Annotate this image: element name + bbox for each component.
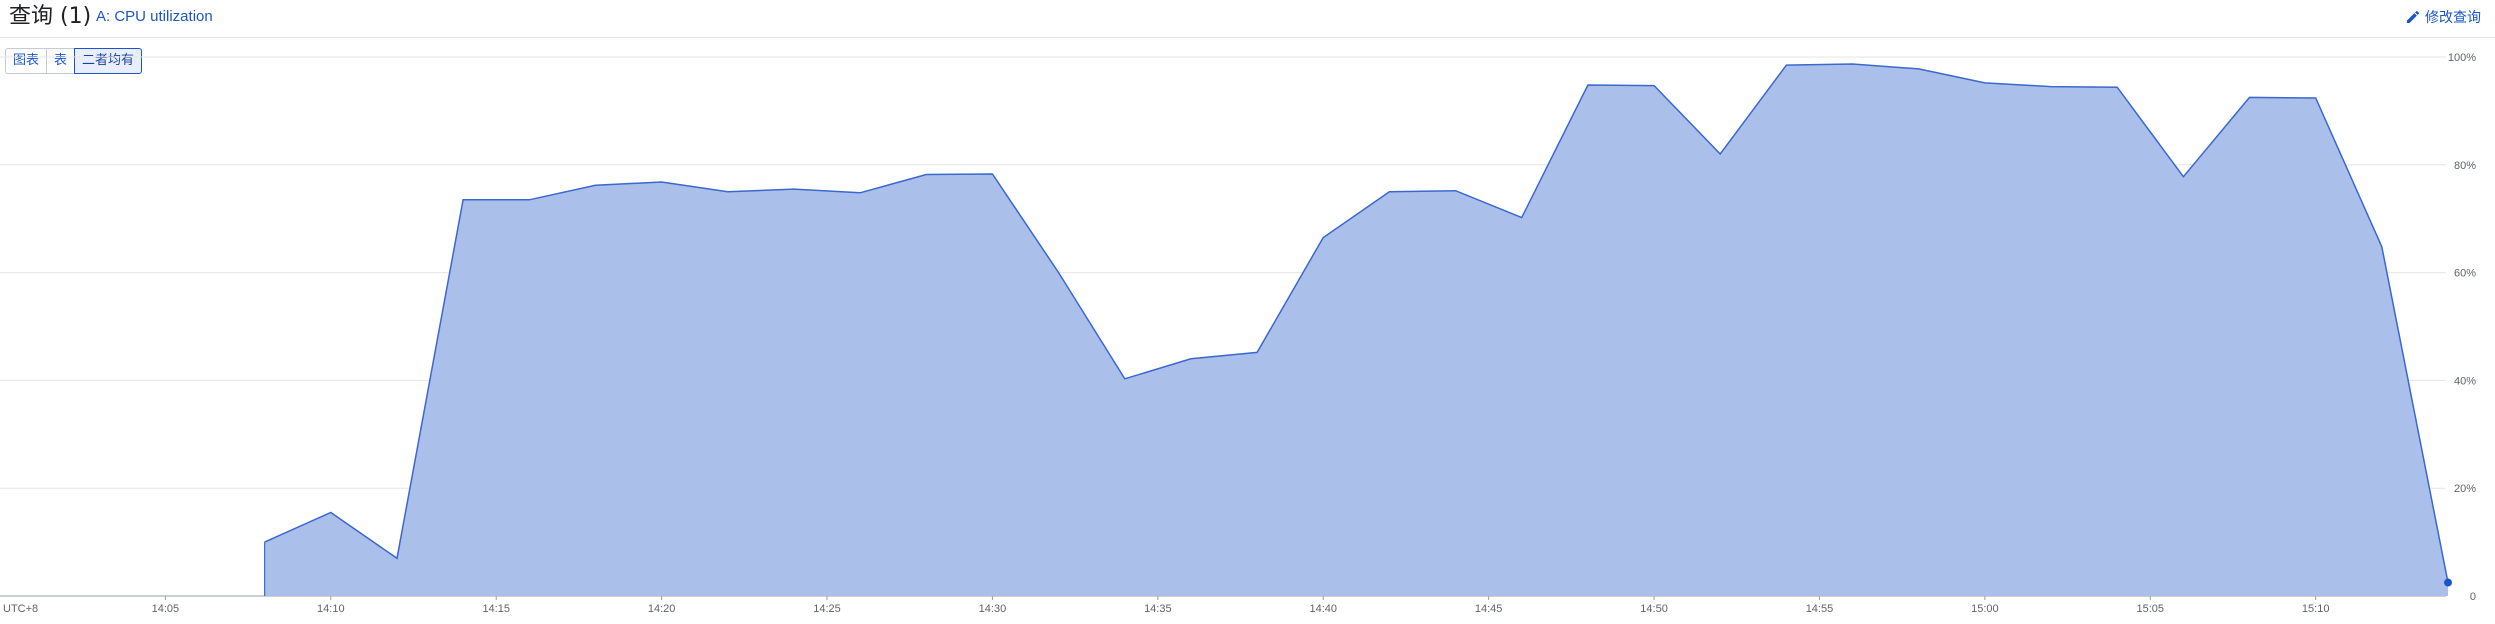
data-point (461, 198, 465, 202)
y-tick-label: 60% (2454, 268, 2476, 280)
data-point (2248, 95, 2252, 99)
data-point (1255, 350, 1259, 354)
data-point (1189, 357, 1193, 361)
query-header: 查询 (1) A: CPU utilization 修改查询 (0, 0, 2495, 38)
x-tick-label: 14:55 (1806, 603, 1834, 615)
edit-query-label: 修改查询 (2425, 10, 2481, 26)
header-divider (0, 37, 2495, 38)
x-tick-label: 14:40 (1309, 603, 1337, 615)
x-tick-label: 14:15 (482, 603, 510, 615)
data-point (395, 556, 399, 560)
data-point (1718, 152, 1722, 156)
x-tick-label: 14:05 (152, 603, 180, 615)
data-point (1917, 67, 1921, 71)
cpu-utilization-line (264, 63, 2449, 583)
data-point (1851, 62, 1855, 66)
data-point (660, 180, 664, 184)
data-point (2181, 175, 2185, 179)
data-point (1520, 216, 1524, 220)
x-tick-label: 14:25 (813, 603, 841, 615)
view-table-button[interactable]: 表 (46, 48, 75, 74)
y-tick-label: 40% (2454, 375, 2476, 387)
data-point (1057, 271, 1061, 275)
data-point (2380, 245, 2384, 249)
data-point (1454, 189, 1458, 193)
x-tick-label: 14:45 (1475, 603, 1503, 615)
x-tick-label: 14:10 (317, 603, 345, 615)
chart-axes: 0 20% 40% 60% 80% 100% 14:05 14:10 14:15 14:20 14:… (3, 52, 2476, 615)
data-point (1652, 84, 1656, 88)
data-point (2115, 85, 2119, 89)
data-point (1387, 190, 1391, 194)
cpu-utilization-chart: 0 20% 40% 60% 80% 100% 14:05 14:10 14:15 14:20 14:… (0, 52, 2476, 615)
timezone-label: UTC+8 (3, 603, 38, 615)
y-tick-label: 80% (2454, 160, 2476, 172)
data-point (2314, 96, 2318, 100)
x-tick-label: 15:10 (2302, 603, 2330, 615)
pencil-icon (2407, 10, 2420, 23)
x-tick-label: 14:20 (648, 603, 676, 615)
data-point (990, 172, 994, 176)
x-tick-label: 15:00 (1971, 603, 1999, 615)
page-title: 查询 (1) (9, 4, 92, 29)
data-point (329, 510, 333, 514)
x-tick-label: 14:50 (1640, 603, 1668, 615)
data-point (593, 183, 597, 187)
x-tick-label: 14:30 (979, 603, 1007, 615)
y-tick-label: 100% (2448, 52, 2476, 64)
data-point (792, 187, 796, 191)
data-point (1983, 81, 1987, 85)
last-data-point (2444, 578, 2452, 587)
data-point (858, 191, 862, 195)
data-point (1586, 83, 1590, 87)
chart-data-points (263, 62, 2452, 596)
data-point (527, 198, 531, 202)
cpu-utilization-area (264, 64, 2448, 596)
data-point (263, 540, 267, 544)
data-point (1784, 63, 1788, 67)
data-point (1321, 236, 1325, 240)
data-point (2049, 85, 2053, 89)
edit-query-button[interactable]: 修改查询 (2405, 6, 2481, 28)
y-tick-label: 20% (2454, 483, 2476, 495)
y-tick-label: 0 (2470, 591, 2476, 603)
query-chip-cpu-utilization[interactable]: A: CPU utilization (96, 8, 213, 25)
data-point (924, 173, 928, 177)
x-tick-label: 14:35 (1144, 603, 1172, 615)
x-tick-label: 15:05 (2137, 603, 2165, 615)
data-point (726, 190, 730, 194)
data-point (1123, 377, 1127, 381)
